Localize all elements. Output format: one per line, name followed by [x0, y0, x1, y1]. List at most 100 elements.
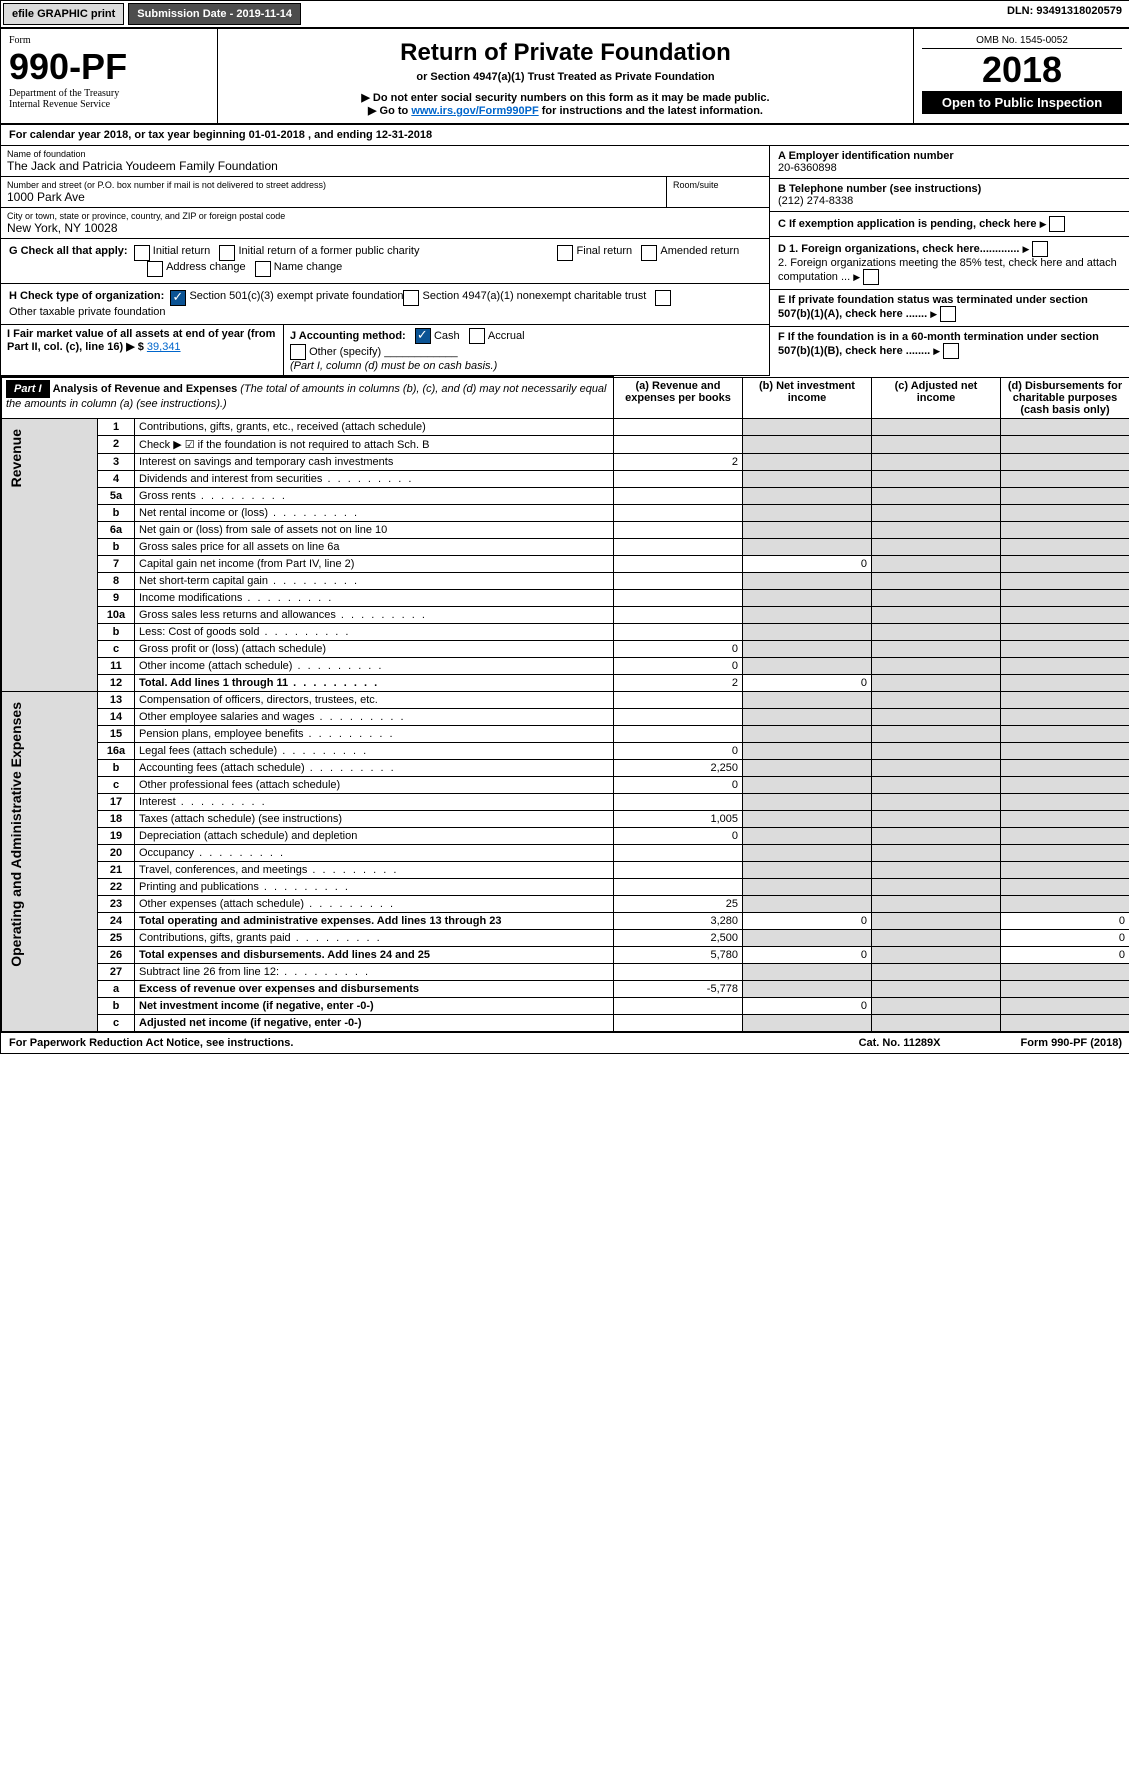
col-a-val: -5,778 [614, 980, 743, 997]
col-d-val [1001, 844, 1129, 861]
line-num: 17 [98, 793, 135, 810]
col-b-val [743, 980, 872, 997]
chk-d1[interactable] [1032, 241, 1048, 257]
line-num: 6a [98, 521, 135, 538]
col-d-val [1001, 810, 1129, 827]
ein-value: 20-6360898 [778, 162, 837, 174]
col-b-val: 0 [743, 912, 872, 929]
chk-other-method[interactable] [290, 344, 306, 360]
col-d-val [1001, 708, 1129, 725]
note1: ▶ Do not enter social security numbers o… [226, 91, 905, 104]
col-a-val [614, 606, 743, 623]
col-a-val: 0 [614, 776, 743, 793]
chk-c[interactable] [1049, 216, 1065, 232]
part-i-heading: Analysis of Revenue and Expenses [53, 383, 238, 395]
page-footer: For Paperwork Reduction Act Notice, see … [1, 1032, 1129, 1053]
line-num: 12 [98, 674, 135, 691]
line-desc: Income modifications [135, 589, 614, 606]
col-a-val: 5,780 [614, 946, 743, 963]
col-c-val [872, 708, 1001, 725]
chk-final-return[interactable] [557, 245, 573, 261]
col-a-val: 3,280 [614, 912, 743, 929]
col-c-val [872, 555, 1001, 572]
col-b: (b) Net investment income [743, 377, 872, 418]
row-25: 25 Contributions, gifts, grants paid 2,5… [2, 929, 1129, 946]
chk-d2[interactable] [863, 269, 879, 285]
line-desc: Total expenses and disbursements. Add li… [135, 946, 614, 963]
col-c-val [872, 827, 1001, 844]
row-b: b Gross sales price for all assets on li… [2, 538, 1129, 555]
part-i-label: Part I [6, 380, 50, 398]
col-b-val [743, 691, 872, 708]
subdate-value: 2019-11-14 [236, 8, 292, 20]
efile-print-button[interactable]: efile GRAPHIC print [3, 3, 124, 25]
line-desc: Gross sales less returns and allowances [135, 606, 614, 623]
row-27: 27 Subtract line 26 from line 12: [2, 963, 1129, 980]
line-num: 20 [98, 844, 135, 861]
col-d-val [1001, 589, 1129, 606]
line-desc: Total operating and administrative expen… [135, 912, 614, 929]
line-num: 10a [98, 606, 135, 623]
line-desc: Contributions, gifts, grants, etc., rece… [135, 418, 614, 435]
form-header: Form 990-PF Department of the Treasury I… [1, 29, 1129, 125]
line-desc: Total. Add lines 1 through 11 [135, 674, 614, 691]
col-c-val [872, 435, 1001, 453]
note2: ▶ Go to www.irs.gov/Form990PF for instru… [226, 104, 905, 117]
subdate-label: Submission Date - [137, 8, 236, 20]
col-d-val [1001, 759, 1129, 776]
pra-notice: For Paperwork Reduction Act Notice, see … [9, 1037, 293, 1049]
col-b-val [743, 759, 872, 776]
instructions-link[interactable]: www.irs.gov/Form990PF [411, 105, 538, 117]
chk-amended[interactable] [641, 245, 657, 261]
chk-address-change[interactable] [147, 261, 163, 277]
col-a-val [614, 521, 743, 538]
line-num: c [98, 1014, 135, 1031]
row-b: b Net investment income (if negative, en… [2, 997, 1129, 1014]
chk-initial-return[interactable] [134, 245, 150, 261]
col-d-val [1001, 980, 1129, 997]
col-c-val [872, 742, 1001, 759]
line-num: 27 [98, 963, 135, 980]
chk-name-change[interactable] [255, 261, 271, 277]
line-num: 1 [98, 418, 135, 435]
row-23: 23 Other expenses (attach schedule) 25 [2, 895, 1129, 912]
fmv-value[interactable]: 39,341 [147, 341, 181, 353]
chk-accrual[interactable] [469, 328, 485, 344]
row-24: 24 Total operating and administrative ex… [2, 912, 1129, 929]
form-page: efile GRAPHIC print Submission Date - 20… [0, 0, 1129, 1054]
street-address: 1000 Park Ave [7, 190, 660, 204]
entity-block: Name of foundation The Jack and Patricia… [1, 146, 1129, 376]
chk-initial-former[interactable] [219, 245, 235, 261]
line-num: 2 [98, 435, 135, 453]
calendar-year: For calendar year 2018, or tax year begi… [1, 125, 1129, 146]
line-desc: Depreciation (attach schedule) and deple… [135, 827, 614, 844]
line-desc: Less: Cost of goods sold [135, 623, 614, 640]
col-d-val [1001, 674, 1129, 691]
section-h: H Check type of organization: Section 50… [1, 284, 769, 325]
line-desc: Legal fees (attach schedule) [135, 742, 614, 759]
col-a-val [614, 623, 743, 640]
col-d-val [1001, 657, 1129, 674]
form-label: Form [9, 35, 209, 46]
row-18: 18 Taxes (attach schedule) (see instruct… [2, 810, 1129, 827]
col-d-val [1001, 895, 1129, 912]
form-number: 990-PF [9, 46, 209, 88]
col-c-val [872, 589, 1001, 606]
row-4: 4 Dividends and interest from securities [2, 470, 1129, 487]
col-b-val [743, 708, 872, 725]
col-a-val [614, 555, 743, 572]
line-num: 9 [98, 589, 135, 606]
chk-501c3[interactable] [170, 290, 186, 306]
row-11: 11 Other income (attach schedule) 0 [2, 657, 1129, 674]
line-num: b [98, 538, 135, 555]
chk-e[interactable] [940, 306, 956, 322]
chk-cash[interactable] [415, 328, 431, 344]
chk-f[interactable] [943, 343, 959, 359]
chk-other-taxable[interactable] [655, 290, 671, 306]
line-num: b [98, 997, 135, 1014]
col-a-val [614, 435, 743, 453]
row-16a: 16a Legal fees (attach schedule) 0 [2, 742, 1129, 759]
col-c-val [872, 538, 1001, 555]
col-b-val [743, 725, 872, 742]
chk-4947[interactable] [403, 290, 419, 306]
